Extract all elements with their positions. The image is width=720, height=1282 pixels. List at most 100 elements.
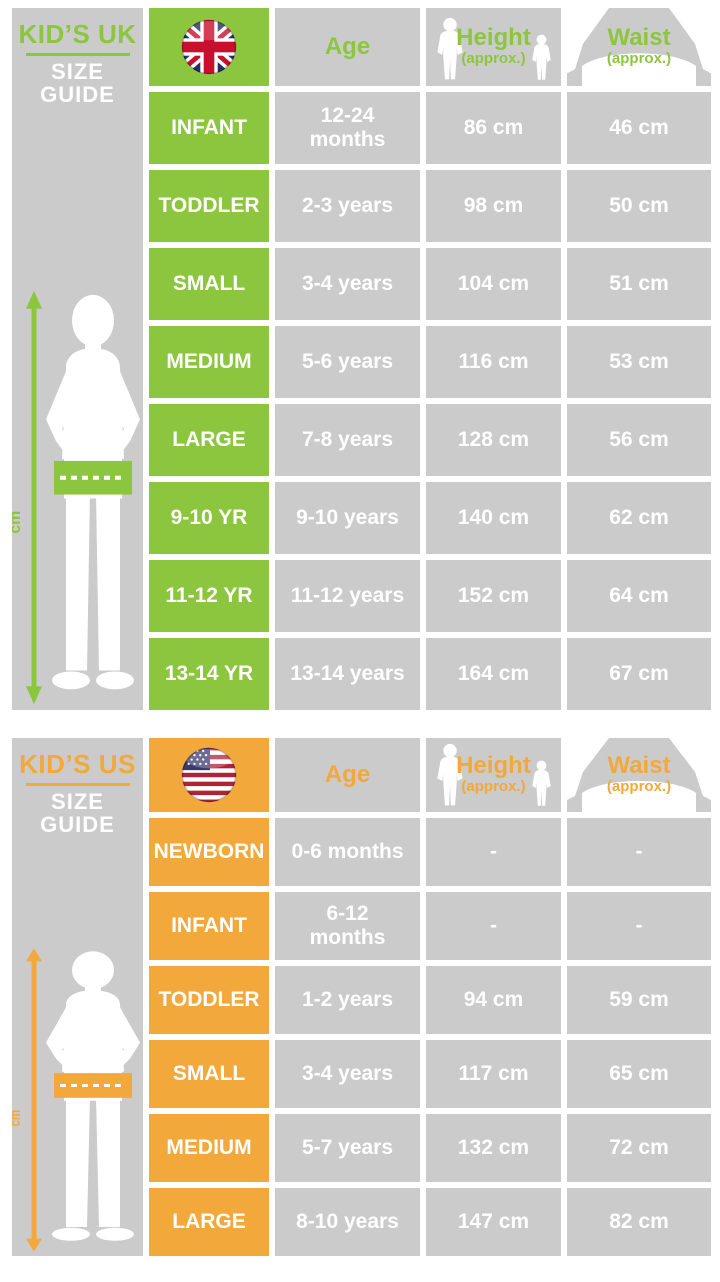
height-cell: 147 cm	[426, 1188, 561, 1256]
size-cell: TODDLER	[149, 170, 269, 242]
height-arrow-icon: cm	[7, 290, 42, 705]
waist-cell: 65 cm	[567, 1040, 711, 1108]
us-title: KID’S US	[19, 749, 136, 779]
title-divider	[25, 783, 130, 787]
us-age-header: Age	[275, 738, 420, 812]
height-cell: 104 cm	[426, 248, 561, 320]
us-flag-cell	[149, 738, 269, 812]
height-cell: 128 cm	[426, 404, 561, 476]
size-cell: MEDIUM	[149, 326, 269, 398]
boy-silhouette-icon: cm	[5, 948, 140, 1252]
uk-flag-cell	[149, 8, 269, 86]
uk-subtitle: SIZE GUIDE	[40, 59, 115, 108]
boy-silhouette-icon: cm	[7, 290, 140, 705]
title-divider	[25, 53, 130, 57]
age-cell: 8-10 years	[275, 1188, 420, 1256]
waist-cell: 62 cm	[567, 482, 711, 554]
us-height-header: Height (approx.)	[426, 738, 561, 812]
size-cell: MEDIUM	[149, 1114, 269, 1182]
height-header-label: Height	[456, 752, 531, 779]
us-measure-figure: cm	[5, 944, 143, 1256]
height-cell: 86 cm	[426, 92, 561, 164]
uk-height-header: Height (approx.)	[426, 8, 561, 86]
height-cell: 140 cm	[426, 482, 561, 554]
waist-band-icon	[54, 460, 132, 495]
height-cell: -	[426, 818, 561, 886]
uk-title: KID’S UK	[18, 19, 137, 49]
age-header-label: Age	[324, 33, 371, 60]
age-cell: 5-7 years	[275, 1114, 420, 1182]
waist-header-note: (approx.)	[606, 50, 672, 67]
height-cell: 116 cm	[426, 326, 561, 398]
waist-band-icon	[54, 1073, 132, 1098]
us-panel-title: KID’S US SIZE GUIDE	[12, 749, 143, 838]
us-flag-icon	[181, 747, 237, 803]
age-cell: 1-2 years	[275, 966, 420, 1034]
waist-cell: 64 cm	[567, 560, 711, 632]
waist-figure-icon	[567, 8, 711, 86]
us-subtitle: SIZE GUIDE	[40, 789, 115, 838]
height-header-label: Height	[456, 24, 531, 51]
size-cell: INFANT	[149, 892, 269, 960]
height-cell: 94 cm	[426, 966, 561, 1034]
age-cell: 0-6 months	[275, 818, 420, 886]
age-cell: 6-12 months	[275, 892, 420, 960]
us-size-table: KID’S US SIZE GUIDE cm	[5, 738, 711, 1256]
height-cell: 117 cm	[426, 1040, 561, 1108]
waist-cell: 82 cm	[567, 1188, 711, 1256]
size-cell: NEWBORN	[149, 818, 269, 886]
cm-unit-label: cm	[12, 1110, 23, 1127]
height-cell: 98 cm	[426, 170, 561, 242]
size-cell: 9-10 YR	[149, 482, 269, 554]
size-cell: 11-12 YR	[149, 560, 269, 632]
uk-flag-icon	[181, 19, 237, 75]
height-cell: 152 cm	[426, 560, 561, 632]
uk-size-table: KID’S UK SIZE GUIDE cm	[7, 8, 711, 710]
us-waist-header: Waist (approx.)	[567, 738, 711, 812]
uk-panel-title: KID’S UK SIZE GUIDE	[12, 19, 143, 108]
short-child-icon	[532, 34, 551, 80]
height-arrow-icon: cm	[5, 948, 42, 1252]
height-header-note: (approx.)	[461, 778, 526, 795]
waist-cell: 53 cm	[567, 326, 711, 398]
waist-cell: 46 cm	[567, 92, 711, 164]
age-cell: 9-10 years	[275, 482, 420, 554]
age-cell: 3-4 years	[275, 1040, 420, 1108]
uk-waist-header: Waist (approx.)	[567, 8, 711, 86]
size-cell: SMALL	[149, 248, 269, 320]
size-cell: 13-14 YR	[149, 638, 269, 710]
uk-measure-figure: cm	[7, 285, 143, 710]
size-cell: SMALL	[149, 1040, 269, 1108]
size-cell: LARGE	[149, 1188, 269, 1256]
us-size-guide-panel: KID’S US SIZE GUIDE cm	[5, 738, 143, 1256]
uk-age-header: Age	[275, 8, 420, 86]
height-cell: 164 cm	[426, 638, 561, 710]
age-cell: 12-24 months	[275, 92, 420, 164]
height-header-note: (approx.)	[461, 50, 526, 67]
tall-child-icon	[437, 17, 463, 80]
waist-header-note: (approx.)	[606, 778, 672, 795]
age-cell: 3-4 years	[275, 248, 420, 320]
age-cell: 13-14 years	[275, 638, 420, 710]
waist-cell: 67 cm	[567, 638, 711, 710]
waist-cell: -	[567, 892, 711, 960]
waist-cell: 51 cm	[567, 248, 711, 320]
age-header-label: Age	[324, 761, 371, 788]
height-cell: 132 cm	[426, 1114, 561, 1182]
waist-cell: 72 cm	[567, 1114, 711, 1182]
age-cell: 5-6 years	[275, 326, 420, 398]
uk-size-guide-panel: KID’S UK SIZE GUIDE cm	[7, 8, 143, 710]
size-cell: LARGE	[149, 404, 269, 476]
age-cell: 2-3 years	[275, 170, 420, 242]
age-cell: 7-8 years	[275, 404, 420, 476]
waist-header-label: Waist	[607, 24, 671, 51]
age-cell: 11-12 years	[275, 560, 420, 632]
waist-cell: -	[567, 818, 711, 886]
size-cell: TODDLER	[149, 966, 269, 1034]
waist-cell: 50 cm	[567, 170, 711, 242]
waist-figure-icon	[567, 738, 711, 812]
waist-header-label: Waist	[607, 752, 671, 779]
waist-cell: 56 cm	[567, 404, 711, 476]
height-cell: -	[426, 892, 561, 960]
short-child-icon	[532, 760, 551, 806]
